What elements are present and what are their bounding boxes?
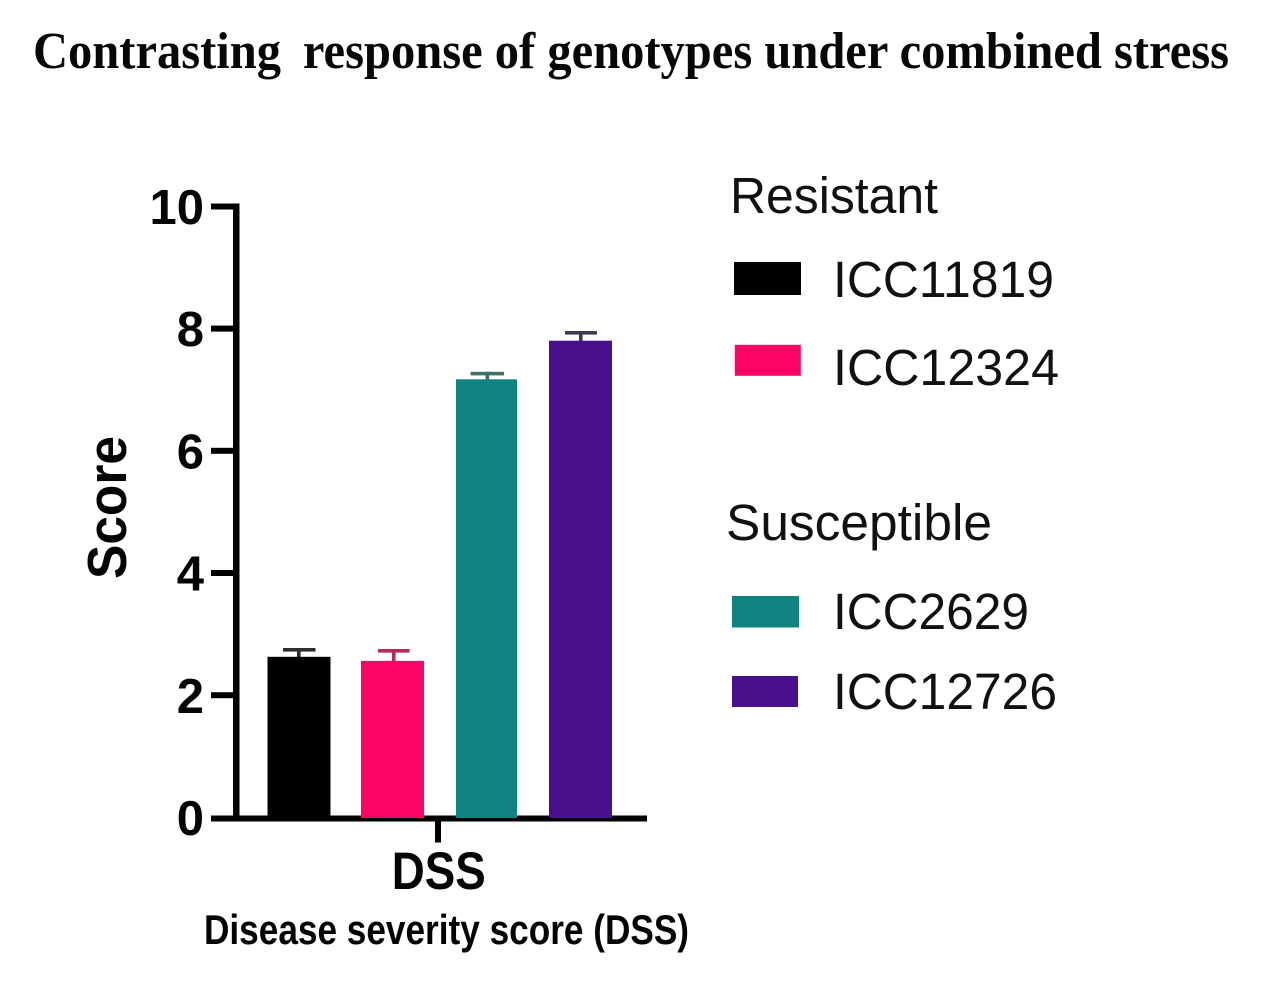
svg-text:ICC12324: ICC12324 (833, 339, 1059, 396)
svg-text:DSS: DSS (392, 842, 486, 901)
svg-text:Disease severity score (DSS): Disease severity score (DSS) (204, 906, 689, 953)
svg-text:ICC12726: ICC12726 (833, 663, 1057, 720)
svg-text:Susceptible: Susceptible (726, 494, 992, 551)
svg-text:Score: Score (76, 436, 138, 579)
svg-text:Contrasting response of genot: Contrasting response of genotypes under … (33, 23, 1229, 80)
svg-text:4: 4 (177, 548, 204, 602)
svg-text:10: 10 (149, 181, 204, 235)
svg-text:Resistant: Resistant (730, 167, 938, 224)
svg-text:ICC11819: ICC11819 (833, 251, 1054, 308)
svg-text:6: 6 (177, 425, 204, 479)
svg-text:0: 0 (177, 792, 204, 846)
svg-text:8: 8 (177, 303, 204, 357)
svg-text:ICC2629: ICC2629 (833, 583, 1029, 640)
svg-text:2: 2 (177, 670, 204, 724)
